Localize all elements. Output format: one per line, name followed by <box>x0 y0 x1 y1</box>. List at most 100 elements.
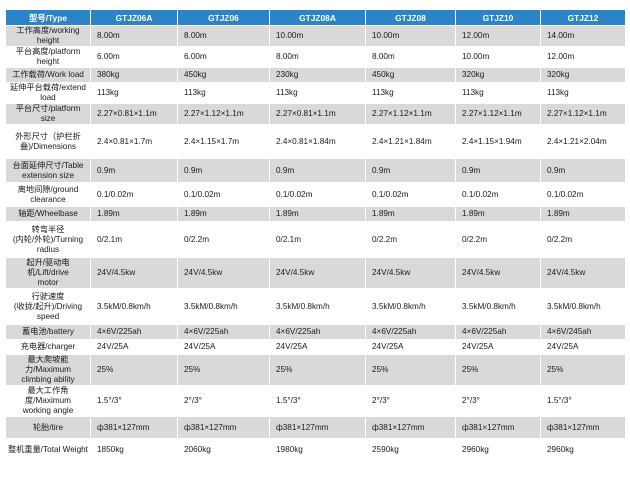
header-model: GTJZ08 <box>365 9 456 26</box>
table-row: 行驶速度 (收拢/起升)/Driving speed 3.5kM/0.8km/h 3… <box>5 288 626 325</box>
cell-value: 113kg <box>177 82 270 104</box>
cell-value: 380kg <box>90 67 178 83</box>
cell-value: 0.9m <box>90 158 178 183</box>
cell-value: 6.00m <box>90 46 178 68</box>
cell-value: 2960kg <box>540 438 626 462</box>
cell-value: 2960kg <box>455 438 541 462</box>
cell-value: 25% <box>269 354 366 386</box>
cell-value: 4×6V/245ah <box>540 324 626 340</box>
header-model: GTJZ12 <box>540 9 626 26</box>
cell-value: 320kg <box>540 67 626 83</box>
cell-value: 2060kg <box>177 438 270 462</box>
table-row: 蓄电池/battery 4×6V/225ah 4×6V/225ah 4×6V/225a… <box>5 324 626 340</box>
cell-value: 0/2.2m <box>540 221 626 258</box>
cell-value: 24V/25A <box>455 339 541 355</box>
cell-value: 2.27×0.81×1.1m <box>90 103 178 125</box>
cell-value: 2.4×1.21×1.84m <box>365 124 456 159</box>
cell-value: 1.89m <box>90 206 178 222</box>
table-row: 整机重量/Total Weight 1850kg 2060kg 1980kg 2590k… <box>5 438 626 462</box>
cell-value: 24V/4.5kw <box>269 257 366 289</box>
row-label: 工作高度/working height <box>5 25 91 47</box>
cell-value: 25% <box>90 354 178 386</box>
cell-value: 3.5kM/0.8km/h <box>365 288 456 325</box>
cell-value: 450kg <box>177 67 270 83</box>
table-row: 轴距/Wheelbase 1.89m 1.89m 1.89m 1.89m 1.89m 1.8… <box>5 206 626 222</box>
cell-value: 0.1/0.02m <box>540 182 626 207</box>
table-row: 最大爬坡能力/Maximum climbing ability 25% 25% 25%… <box>5 354 626 386</box>
cell-value: 24V/25A <box>269 339 366 355</box>
cell-value: 4×6V/225ah <box>269 324 366 340</box>
cell-value: 12.00m <box>455 25 541 47</box>
cell-value: 230kg <box>269 67 366 83</box>
row-label: 工作载荷/Work load <box>5 67 91 83</box>
cell-value: 1.89m <box>455 206 541 222</box>
row-label: 轴距/Wheelbase <box>5 206 91 222</box>
cell-value: 113kg <box>90 82 178 104</box>
cell-value: 4×6V/225ah <box>365 324 456 340</box>
table-row: 延伸平台载荷/extend load 113kg 113kg 113kg 113kg 11… <box>5 82 626 104</box>
cell-value: 24V/25A <box>540 339 626 355</box>
cell-value: 0.9m <box>269 158 366 183</box>
cell-value: 0.9m <box>455 158 541 183</box>
cell-value: 1980kg <box>269 438 366 462</box>
cell-value: 0/2.1m <box>269 221 366 258</box>
cell-value: 3.5kM/0.8km/h <box>90 288 178 325</box>
header-type: 型号/Type <box>5 9 91 26</box>
cell-value: 14.00m <box>540 25 626 47</box>
cell-value: 2590kg <box>365 438 456 462</box>
cell-value: 2.27×0.81×1.1m <box>269 103 366 125</box>
cell-value: ф381×127mm <box>540 416 626 439</box>
row-label: 台面延伸尺寸/Table extension size <box>5 158 91 183</box>
spec-table-body: 工作高度/working height 8.00m 8.00m 10.00m 10.00… <box>5 25 626 462</box>
cell-value: 10.00m <box>365 25 456 47</box>
table-row: 工作载荷/Work load 380kg 450kg 230kg 450kg 320kg 3… <box>5 67 626 83</box>
cell-value: 4×6V/225ah <box>177 324 270 340</box>
table-row: 最大工作角度/Maximum working angle 1.5°/3° 2°/3°… <box>5 385 626 417</box>
row-label: 蓄电池/battery <box>5 324 91 340</box>
cell-value: 2.4×1.15×1.94m <box>455 124 541 159</box>
cell-value: 3.5kM/0.8km/h <box>269 288 366 325</box>
cell-value: 10.00m <box>455 46 541 68</box>
cell-value: 1.5°/3° <box>269 385 366 417</box>
cell-value: 0/2.2m <box>365 221 456 258</box>
cell-value: 1.5°/3° <box>540 385 626 417</box>
cell-value: 8.00m <box>365 46 456 68</box>
cell-value: 0/2.2m <box>177 221 270 258</box>
row-label: 整机重量/Total Weight <box>5 438 91 462</box>
table-row: 起升/驱动电机/Lift/drive motor 24V/4.5kw 24V/4.5… <box>5 257 626 289</box>
cell-value: 10.00m <box>269 25 366 47</box>
cell-value: 4×6V/225ah <box>455 324 541 340</box>
table-row: 台面延伸尺寸/Table extension size 0.9m 0.9m 0.9m 0… <box>5 158 626 183</box>
cell-value: ф381×127mm <box>90 416 178 439</box>
cell-value: 2°/3° <box>455 385 541 417</box>
cell-value: 2.4×0.81×1.7m <box>90 124 178 159</box>
table-row: 转弯半径 (内轮/外轮)/Turning radius 0/2.1m 0/2.2m 0… <box>5 221 626 258</box>
cell-value: ф381×127mm <box>365 416 456 439</box>
cell-value: 2°/3° <box>177 385 270 417</box>
cell-value: 8.00m <box>269 46 366 68</box>
cell-value: 24V/25A <box>177 339 270 355</box>
table-row: 平台尺寸/platform size 2.27×0.81×1.1m 2.27×1.1… <box>5 103 626 125</box>
cell-value: 2.27×1.12×1.1m <box>365 103 456 125</box>
table-row: 外形尺寸（护栏折 叠)/Dimensions 2.4×0.81×1.7m 2.4×1… <box>5 124 626 159</box>
cell-value: 1.5°/3° <box>90 385 178 417</box>
cell-value: 113kg <box>269 82 366 104</box>
cell-value: 1.89m <box>365 206 456 222</box>
cell-value: 2.27×1.12×1.1m <box>177 103 270 125</box>
header-model: GTJZ06A <box>90 9 178 26</box>
row-label: 平台尺寸/platform size <box>5 103 91 125</box>
cell-value: 24V/4.5kw <box>455 257 541 289</box>
cell-value: 2°/3° <box>365 385 456 417</box>
row-label: 外形尺寸（护栏折 叠)/Dimensions <box>5 124 91 159</box>
cell-value: ф381×127mm <box>269 416 366 439</box>
cell-value: 8.00m <box>90 25 178 47</box>
cell-value: 25% <box>540 354 626 386</box>
cell-value: 113kg <box>455 82 541 104</box>
cell-value: 0.1/0.02m <box>455 182 541 207</box>
table-row: 工作高度/working height 8.00m 8.00m 10.00m 10.00… <box>5 25 626 47</box>
row-label: 平台高度/platform height <box>5 46 91 68</box>
cell-value: 0/2.2m <box>455 221 541 258</box>
spec-table: 型号/Type GTJZ06A GTJZ06 GTJZ08A GTJZ08 GTJZ10 G… <box>5 9 626 462</box>
row-label: 转弯半径 (内轮/外轮)/Turning radius <box>5 221 91 258</box>
cell-value: 113kg <box>365 82 456 104</box>
